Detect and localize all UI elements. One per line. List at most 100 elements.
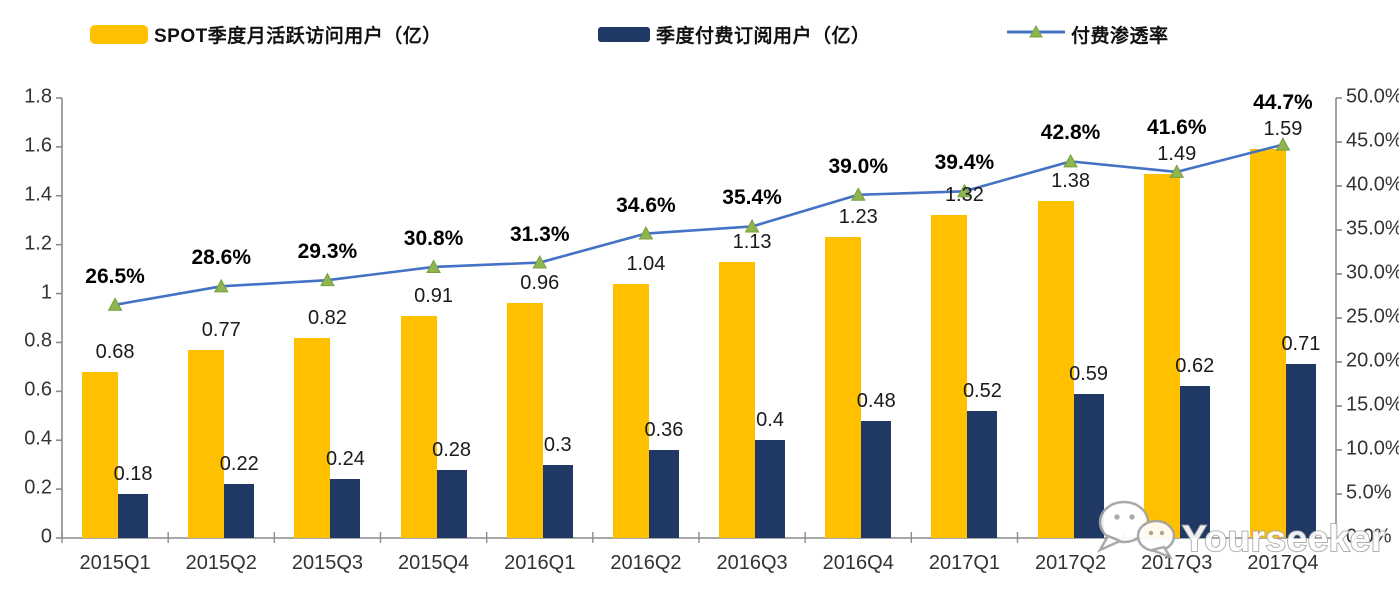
penetration-percent-label: 44.7%: [1253, 91, 1313, 115]
y-left-tick-label: 1: [40, 280, 52, 303]
subs-bar-2016Q3: [755, 440, 786, 538]
mau-value-label: 0.82: [307, 306, 347, 329]
subs-bar-2015Q1: [118, 494, 149, 538]
penetration-marker-2016Q4: [850, 187, 866, 201]
y-left-tick-label: 1.2: [24, 232, 52, 255]
mau-value-label: 1.38: [1051, 169, 1091, 192]
penetration-legend-label: 付费渗透率: [1071, 25, 1169, 47]
mau-legend-swatch: [90, 24, 148, 44]
penetration-percent-label: 34.6%: [616, 193, 676, 217]
x-category-label: 2017Q1: [928, 552, 1000, 574]
y-right-tick-label: 5.0%: [1346, 481, 1392, 504]
x-category-label: 2015Q3: [291, 552, 363, 574]
y-right-tick-label: 25.0%: [1346, 305, 1399, 328]
penetration-percent-label: 26.5%: [85, 264, 145, 288]
y-right-tick-label: 50.0%: [1346, 85, 1399, 108]
mau-bar-2016Q3: [719, 261, 756, 538]
x-category-label: 2017Q3: [1141, 552, 1213, 574]
subs-value-label: 0.18: [113, 463, 153, 485]
y-right-tick-label: 45.0%: [1346, 129, 1399, 152]
legend-item-mau: SPOT季度月活跃访问用户（亿）: [90, 22, 442, 47]
penetration-percent-label: 28.6%: [191, 246, 252, 270]
subs-value-label: 0.4: [756, 409, 784, 432]
mau-value-label: 1.23: [838, 206, 878, 229]
penetration-percent-label: 29.3%: [297, 240, 358, 264]
x-category-label: 2016Q2: [610, 552, 682, 574]
subs-value-label: 0.48: [856, 389, 896, 412]
penetration-percent-label: 35.4%: [722, 186, 782, 210]
y-right-tick-label: 35.0%: [1346, 217, 1399, 240]
penetration-marker-2017Q2: [1063, 153, 1078, 168]
penetration-marker-2017Q3: [1169, 164, 1185, 178]
subs-value-label: 0.36: [644, 419, 684, 441]
x-category-label: 2017Q2: [1034, 552, 1107, 574]
mau-value-label: 0.77: [201, 318, 241, 341]
penetration-line: [114, 143, 1284, 307]
penetration-percent-label: 41.6%: [1146, 115, 1207, 139]
mau-bar-2015Q4: [400, 315, 437, 538]
y-right-tick-label: 30.0%: [1346, 261, 1399, 284]
subs-bar-2017Q4: [1285, 364, 1316, 538]
subs-bar-2015Q2: [224, 484, 255, 538]
watermark: Yourseeker: [1097, 500, 1386, 560]
subs-bar-2015Q4: [436, 469, 467, 538]
legend-item-penetration: 付费渗透率: [1007, 22, 1169, 47]
mau-bar-2016Q4: [825, 237, 862, 538]
x-category-label: 2017Q4: [1247, 552, 1319, 574]
x-category-label: 2016Q3: [716, 552, 788, 574]
penetration-marker-2017Q1: [957, 183, 972, 198]
mau-value-label: 1.32: [944, 184, 984, 207]
y-left-tick-label: 0.8: [24, 329, 52, 352]
subs-value-label: 0.62: [1175, 355, 1215, 378]
mau-value-label: 1.04: [626, 252, 666, 275]
y-left-tick-label: 1.8: [24, 85, 52, 108]
subs-value-label: 0.71: [1281, 333, 1321, 356]
y-left-tick-label: 0.4: [24, 427, 52, 450]
y-right-tick-label: 15.0%: [1346, 393, 1399, 416]
penetration-marker-2017Q4: [1275, 137, 1291, 151]
mau-bar-2017Q3: [1143, 173, 1180, 538]
mau-bar-2016Q1: [506, 303, 543, 538]
subs-legend-label: 季度付费订阅用户（亿）: [656, 25, 871, 47]
y-left-tick-label: 0: [40, 525, 52, 548]
penetration-legend-marker: [1007, 24, 1065, 45]
subs-bar-2017Q1: [967, 410, 998, 538]
y-left-tick-label: 0.6: [24, 378, 52, 401]
penetration-marker-2015Q2: [213, 278, 229, 293]
subs-bar-2017Q3: [1179, 386, 1210, 538]
penetration-percent-label: 31.3%: [509, 222, 570, 246]
x-category-label: 2015Q4: [397, 552, 470, 574]
penetration-percent-label: 39.0%: [828, 154, 889, 178]
penetration-marker-2016Q2: [638, 225, 654, 240]
watermark-text: Yourseeker: [1182, 518, 1386, 559]
penetration-marker-2015Q3: [320, 272, 335, 287]
y-right-tick-label: 0.0%: [1346, 525, 1392, 548]
mau-bar-2017Q4: [1249, 149, 1286, 538]
penetration-percent-label: 39.4%: [934, 151, 995, 175]
y-right-tick-label: 40.0%: [1346, 173, 1399, 196]
mau-bar-2015Q2: [188, 349, 225, 538]
subs-value-label: 0.3: [543, 433, 572, 456]
y-left-tick-label: 1.6: [24, 134, 52, 157]
x-category-label: 2015Q2: [185, 552, 257, 574]
penetration-percent-label: 30.8%: [403, 226, 464, 250]
subs-value-label: 0.52: [962, 379, 1002, 402]
y-left-tick-label: 0.2: [24, 476, 52, 499]
mau-legend-label: SPOT季度月活跃访问用户（亿）: [154, 25, 442, 47]
penetration-marker-2015Q1: [107, 297, 123, 311]
subs-bar-2016Q2: [648, 450, 679, 538]
mau-value-label: 0.68: [95, 340, 135, 363]
mau-bar-2017Q1: [931, 215, 968, 538]
mau-value-label: 0.91: [414, 284, 454, 307]
mau-value-label: 1.59: [1263, 118, 1303, 141]
subs-legend-swatch: [598, 26, 650, 42]
penetration-marker-2015Q4: [426, 259, 441, 273]
x-category-label: 2016Q4: [822, 552, 894, 574]
x-category-label: 2016Q1: [504, 552, 576, 574]
penetration-percent-label: 42.8%: [1040, 121, 1101, 145]
wechat-icon: [1097, 500, 1176, 560]
penetration-marker-2016Q3: [744, 218, 760, 233]
wechat-icon-eyes: [1114, 514, 1165, 536]
mau-value-label: 0.96: [520, 272, 560, 295]
